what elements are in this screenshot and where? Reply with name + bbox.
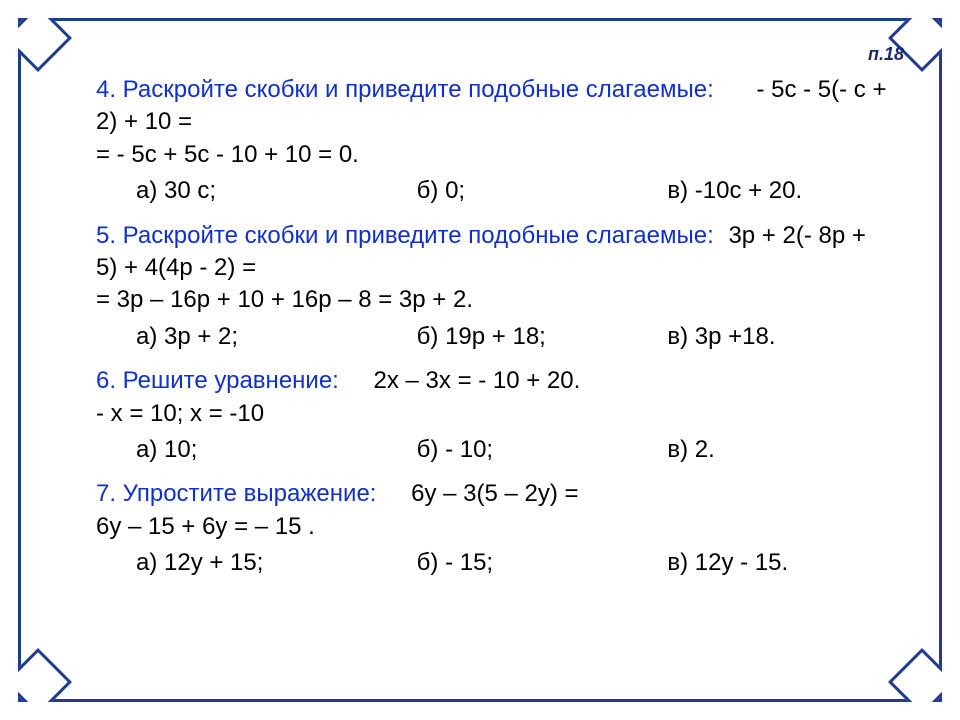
q5-work: = 3p – 16p + 10 + 16p – 8 = 3p + 2. bbox=[96, 286, 473, 313]
q6-work: - x = 10; x = -10 bbox=[96, 400, 264, 427]
page-tag: п.18 bbox=[868, 44, 904, 65]
q4-opt-a: а) 30 с; bbox=[136, 175, 357, 207]
q4-prompt: 4. Раскройте скобки и приведите подобные… bbox=[96, 76, 714, 103]
q6-opt-b: б) - 10; bbox=[357, 434, 638, 466]
q7-prompt: 7. Упростите выражение: bbox=[96, 480, 376, 507]
question-6: 6. Решите уравнение: 2x – 3x = - 10 + 20… bbox=[96, 365, 888, 466]
q6-opt-v: в) 2. bbox=[637, 434, 888, 466]
q7-expr: 6y – 3(5 – 2y) = bbox=[411, 480, 578, 507]
q7-opt-b: б) - 15; bbox=[357, 547, 638, 579]
q6-options: а) 10; б) - 10; в) 2. bbox=[96, 434, 888, 466]
q6-expr: 2x – 3x = - 10 + 20. bbox=[374, 367, 581, 394]
question-4: 4. Раскройте скобки и приведите подобные… bbox=[96, 74, 888, 208]
q6-prompt: 6. Решите уравнение: bbox=[96, 367, 339, 394]
q7-opt-v: в) 12y - 15. bbox=[637, 547, 888, 579]
q5-opt-v: в) 3p +18. bbox=[637, 321, 888, 353]
q5-opt-a: а) 3p + 2; bbox=[136, 321, 357, 353]
q5-options: а) 3p + 2; б) 19p + 18; в) 3p +18. bbox=[96, 321, 888, 353]
q7-work: 6y – 15 + 6y = – 15 . bbox=[96, 513, 315, 540]
slide-content: 4. Раскройте скобки и приведите подобные… bbox=[96, 74, 888, 664]
q4-options: а) 30 с; б) 0; в) -10с + 20. bbox=[96, 175, 888, 207]
question-5: 5. Раскройте скобки и приведите подобные… bbox=[96, 220, 888, 354]
q5-opt-b: б) 19p + 18; bbox=[357, 321, 638, 353]
q6-opt-a: а) 10; bbox=[136, 434, 357, 466]
q4-opt-b: б) 0; bbox=[357, 175, 638, 207]
q4-work: = - 5с + 5с - 10 + 10 = 0. bbox=[96, 141, 359, 168]
q7-options: а) 12y + 15; б) - 15; в) 12y - 15. bbox=[96, 547, 888, 579]
question-7: 7. Упростите выражение: 6y – 3(5 – 2y) =… bbox=[96, 478, 888, 579]
q5-prompt: 5. Раскройте скобки и приведите подобные… bbox=[96, 222, 714, 249]
q7-opt-a: а) 12y + 15; bbox=[136, 547, 357, 579]
q4-opt-v: в) -10с + 20. bbox=[637, 175, 888, 207]
